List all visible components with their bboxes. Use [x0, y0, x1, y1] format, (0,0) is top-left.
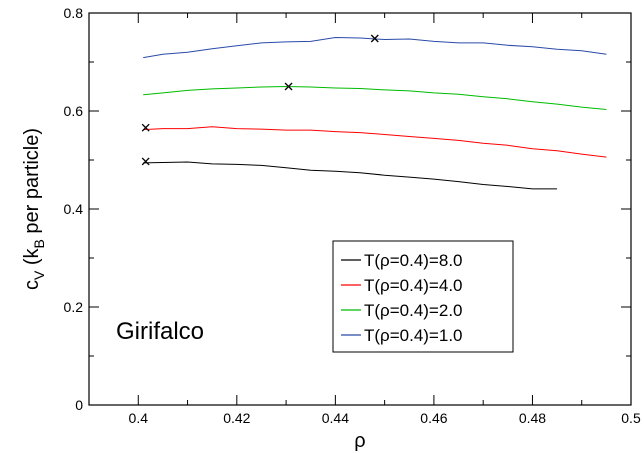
marker-stroke: [370, 34, 379, 43]
x-axis: 0.4 0.42 0.44 0.46 0.48 0.5: [129, 13, 641, 426]
legend-label-3: T(ρ=0.4)=1.0: [364, 326, 463, 345]
x-axis-label: ρ: [354, 430, 365, 452]
legend-label-0: T(ρ=0.4)=8.0: [364, 251, 463, 270]
legend-label-1: T(ρ=0.4)=4.0: [364, 276, 463, 295]
marker-stroke: [284, 82, 293, 91]
x-tick-label: 0.48: [519, 410, 546, 426]
series-layer: [141, 34, 607, 190]
y-tick-label: 0.8: [64, 5, 84, 21]
series-marker-2: [284, 82, 293, 91]
x-tick-label: 0.5: [621, 410, 641, 426]
x-tick-label: 0.46: [420, 410, 447, 426]
marker-stroke: [141, 157, 150, 166]
y-tick-label: 0: [75, 397, 83, 413]
series-line-3: [143, 36, 607, 59]
series-line-1: [143, 126, 607, 158]
marker-stroke: [141, 123, 150, 132]
series-line-0: [143, 161, 558, 190]
series-marker-1: [141, 123, 150, 132]
y-axis-label: cV (kB per particle): [21, 128, 47, 290]
x-tick-label: 0.42: [223, 410, 250, 426]
legend: T(ρ=0.4)=8.0 T(ρ=0.4)=4.0 T(ρ=0.4)=2.0 T(ρ=…: [332, 240, 514, 353]
x-tick-label: 0.44: [322, 410, 349, 426]
model-annotation: Girifalco: [116, 318, 204, 345]
legend-box: [332, 240, 514, 353]
legend-label-2: T(ρ=0.4)=2.0: [364, 301, 463, 320]
series-marker-3: [370, 34, 379, 43]
series-marker-0: [141, 157, 150, 166]
y-tick-label: 0.6: [64, 103, 84, 119]
x-tick-label: 0.4: [129, 410, 149, 426]
series-line-2: [143, 85, 607, 110]
y-tick-label: 0.2: [64, 299, 84, 315]
y-axis: 0 0.2 0.4 0.6 0.8: [64, 5, 631, 413]
y-tick-label: 0.4: [64, 201, 84, 217]
legend-items: T(ρ=0.4)=8.0 T(ρ=0.4)=4.0 T(ρ=0.4)=2.0 T(ρ=…: [341, 251, 463, 345]
